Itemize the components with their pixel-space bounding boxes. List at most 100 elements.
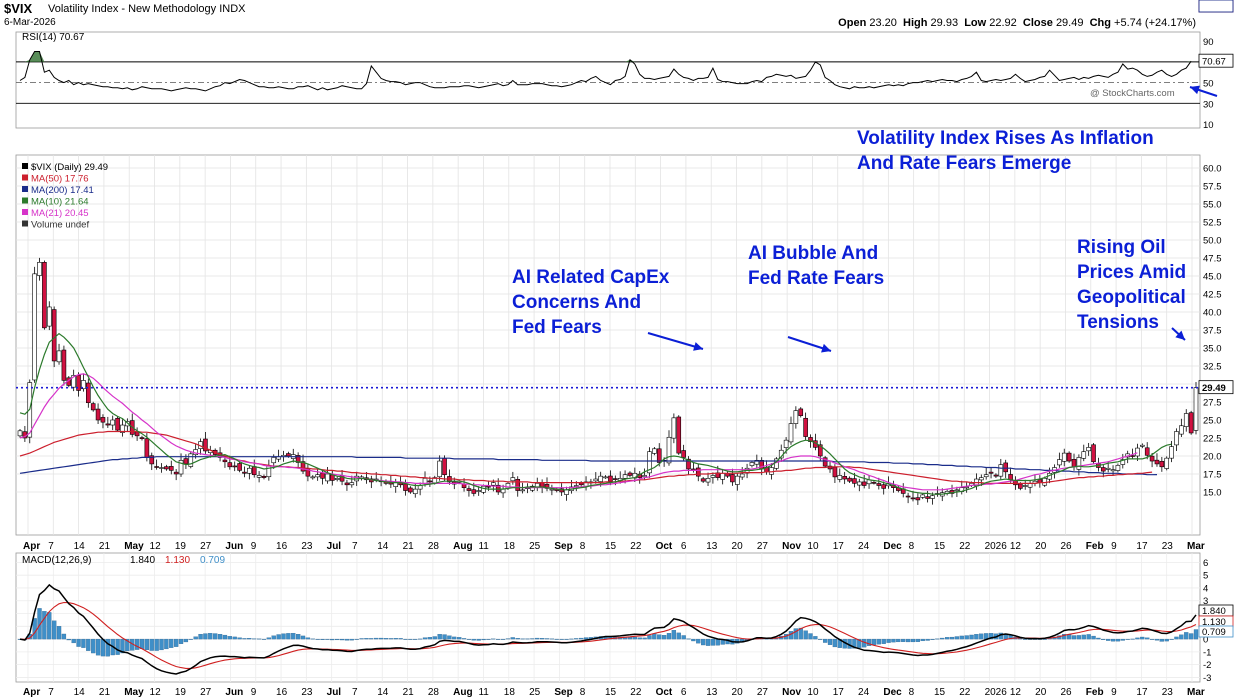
macd-x-tick-label: 25 (529, 687, 541, 698)
candle (344, 482, 350, 486)
macd-histogram-bar (1140, 636, 1145, 640)
candle (1193, 387, 1199, 431)
price-x-tick-label: 10 (807, 541, 819, 552)
macd-histogram-bar (647, 635, 652, 640)
candle (656, 448, 662, 463)
macd-histogram-bar (1023, 638, 1028, 640)
high-value: 29.93 (930, 17, 959, 29)
macd-histogram-bar (134, 638, 140, 650)
legend-swatch (22, 197, 28, 204)
macd-histogram-bar (139, 638, 145, 649)
candle (164, 466, 169, 470)
price-legend-item: MA(50) 17.76 (31, 174, 89, 185)
macd-histogram-bar (539, 638, 545, 640)
candle (1057, 459, 1062, 466)
candle (739, 473, 745, 478)
macd-histogram-bar (432, 636, 437, 640)
candle (242, 471, 247, 474)
candle (17, 430, 23, 437)
candle (427, 480, 433, 483)
price-legend-item: Volume undef (31, 220, 89, 231)
price-x-tick-label: Mar (1187, 541, 1205, 552)
candle (837, 475, 843, 480)
macd-histogram-bar (66, 638, 71, 641)
candle (110, 419, 116, 426)
price-x-tick-label: 8 (909, 541, 915, 552)
candle (1188, 412, 1194, 434)
macd-histogram-bar (276, 634, 281, 640)
macd-histogram-bar (891, 638, 896, 643)
macd-legend-value: 1.840 (130, 555, 155, 566)
macd-histogram-bar (369, 638, 374, 640)
macd-histogram-bar (944, 637, 950, 640)
macd-histogram-bar (188, 638, 193, 640)
macd-histogram-bar (1076, 635, 1082, 640)
open-label: Open (838, 17, 867, 29)
macd-histogram-bar (871, 638, 877, 645)
price-tick-label: 22.5 (1203, 434, 1222, 445)
macd-histogram-bar (852, 638, 857, 649)
macd-histogram-bar (886, 638, 891, 643)
candle (613, 478, 618, 480)
macd-histogram-bar (930, 638, 935, 640)
candle (983, 474, 989, 478)
macd-histogram-bar (491, 638, 496, 640)
candle (90, 403, 96, 411)
macd-histogram-bar (222, 634, 228, 640)
macd-histogram-bar (300, 635, 306, 640)
symbol: $VIX (4, 1, 33, 16)
macd-histogram-bar (832, 638, 838, 648)
price-x-tick-label: 25 (529, 541, 541, 552)
price-x-tick-label: 16 (276, 541, 288, 552)
macd-histogram-bar (681, 635, 686, 640)
macd-histogram-bar (417, 638, 423, 640)
macd-x-tick-label: Feb (1086, 687, 1104, 698)
macd-x-tick-label: 24 (858, 687, 870, 698)
candle (808, 437, 813, 442)
candle (798, 408, 804, 416)
candle (466, 488, 472, 491)
macd-x-tick-label: 28 (428, 687, 440, 698)
candle (154, 466, 159, 468)
candle (930, 495, 935, 499)
price-x-tick-label: 17 (1136, 541, 1148, 552)
macd-histogram-bar (295, 634, 301, 640)
macd-histogram-bar (530, 638, 535, 640)
macd-histogram-bar (554, 638, 559, 640)
candle (598, 475, 603, 482)
macd-histogram-bar (808, 633, 813, 640)
candle (515, 479, 521, 491)
macd-histogram-bar (95, 638, 101, 656)
macd-x-tick-label: Aug (453, 687, 472, 698)
candle (222, 459, 228, 463)
macd-histogram-bar (105, 638, 110, 657)
candle (149, 455, 155, 465)
macd-histogram-bar (1071, 635, 1077, 640)
price-tick-label: 37.5 (1203, 326, 1222, 337)
macd-histogram-bar (413, 638, 418, 640)
price-tick-label: 27.5 (1203, 398, 1222, 409)
macd-histogram-bar (1130, 638, 1135, 640)
candle (310, 476, 316, 479)
macd-histogram-bar (383, 638, 389, 640)
macd-histogram-bar (393, 638, 398, 640)
macd-histogram-bar (281, 633, 286, 640)
macd-histogram-bar (486, 638, 491, 640)
candle (295, 455, 301, 463)
macd-legend-hist: 0.709 (200, 555, 225, 566)
low-value: 22.92 (989, 17, 1017, 29)
open-value: 23.20 (869, 17, 897, 29)
candle (1071, 459, 1077, 468)
macd-x-tick-label: 12 (150, 687, 162, 698)
macd-histogram-bar (286, 633, 291, 640)
low-label: Low (964, 17, 987, 29)
macd-histogram-bar (476, 638, 481, 641)
candle (954, 489, 960, 492)
candle (168, 466, 174, 471)
macd-x-tick-label: 21 (403, 687, 415, 698)
macd-histogram-bar (76, 638, 81, 647)
price-x-tick-label: Apr (23, 541, 40, 552)
macd-histogram-bar (115, 638, 120, 655)
price-x-tick-label: 15 (605, 541, 617, 552)
